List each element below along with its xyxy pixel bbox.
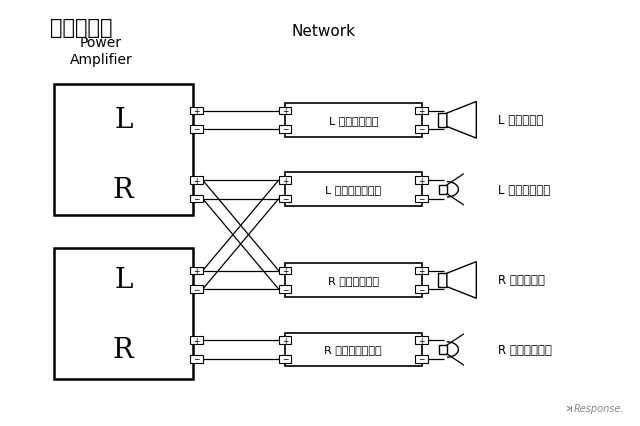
Text: L トゥイーター: L トゥイーター [498,183,550,196]
Text: R トゥイーター用: R トゥイーター用 [324,345,382,354]
Text: −: − [419,354,425,363]
Bar [285,263,422,297]
Text: +: + [193,267,200,276]
Bar [279,177,291,184]
Text: Power
Amplifier: Power Amplifier [70,36,132,66]
Text: L ウーファー用: L ウーファー用 [328,115,378,126]
Bar [190,196,203,203]
Bar [415,196,428,203]
Text: −: − [419,195,425,204]
Text: +: + [282,107,288,116]
Bar [415,177,428,184]
Bar [190,337,203,344]
Text: +: + [282,176,288,185]
Bar [415,126,428,133]
Bar [285,173,422,207]
Bar [279,337,291,344]
Text: −: − [282,125,288,134]
Text: L: L [114,107,132,134]
Text: +: + [419,267,425,276]
Bar [415,267,428,275]
Bar [438,185,447,194]
Text: −: − [193,195,200,204]
Text: +: + [419,336,425,345]
Text: Response.: Response. [574,403,625,413]
Bar [190,177,203,184]
Polygon shape [447,262,476,299]
Text: +: + [282,336,288,345]
Text: +: + [193,336,200,345]
Text: R: R [113,176,134,203]
Text: +: + [193,176,200,185]
Text: −: − [282,354,288,363]
Bar [285,333,422,366]
Text: +: + [419,176,425,185]
Text: +: + [282,267,288,276]
Bar [54,85,193,215]
Text: −: − [193,285,200,294]
Bar [279,196,291,203]
Bar [190,355,203,363]
Polygon shape [447,102,476,139]
Bar [279,267,291,275]
Bar [415,337,428,344]
Bar [279,126,291,133]
Bar [438,345,447,354]
Bar [190,286,203,294]
Text: −: − [193,125,200,134]
Bar [190,267,203,275]
Text: L トゥイーター用: L トゥイーター用 [325,185,381,195]
Text: +: + [193,107,200,116]
Bar [285,104,422,137]
Bar [279,107,291,115]
Bar [279,286,291,294]
Text: R トゥイーター: R トゥイーター [498,343,552,356]
Text: R: R [113,336,134,363]
Bar [190,126,203,133]
Bar [415,355,428,363]
Bar [438,273,447,287]
Text: R ウーファー: R ウーファー [498,274,545,287]
Bar [54,249,193,379]
Text: −: − [193,354,200,363]
Text: −: − [282,195,288,204]
Text: R ウーファー用: R ウーファー用 [328,275,379,285]
Text: バイアンプ: バイアンプ [51,17,113,37]
Bar [415,107,428,115]
Bar [438,114,447,127]
Text: +: + [419,107,425,116]
Text: Network: Network [291,24,355,39]
Bar [279,355,291,363]
Text: −: − [282,285,288,294]
Text: L ウーファー: L ウーファー [498,114,543,127]
Bar [415,286,428,294]
Text: −: − [419,285,425,294]
Text: L: L [114,267,132,294]
Text: −: − [419,125,425,134]
Bar [190,107,203,115]
